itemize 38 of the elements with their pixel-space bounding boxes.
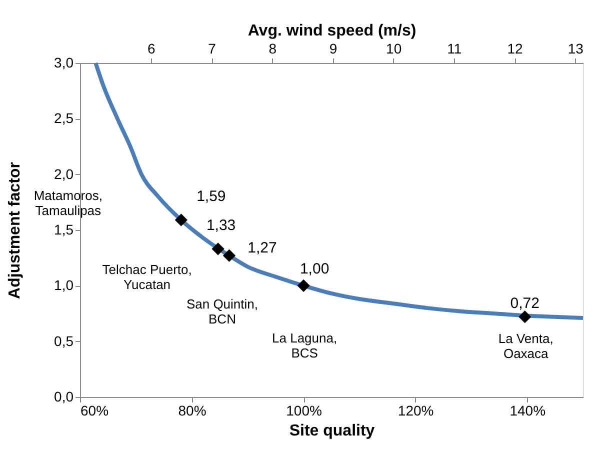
y-tick-label: 3,0 (54, 54, 74, 70)
y-tick-label: 1,5 (54, 222, 74, 238)
point (174, 214, 188, 226)
y-tick-label: 2,0 (54, 166, 74, 182)
annotation: San Quintin, BCN (186, 296, 258, 327)
x-tick-label: 140% (510, 402, 546, 418)
data-label: 0,72 (510, 294, 540, 312)
annotation: La Laguna, BCS (272, 330, 338, 361)
point (212, 242, 224, 256)
x2-tick-label: 8 (268, 40, 277, 56)
point (518, 310, 532, 324)
x-tick-label: 60% (80, 402, 109, 418)
annotation: Telchac Puerto, Yucatan (102, 262, 192, 292)
annotation: Matamoros, Tamaulipas (34, 188, 102, 218)
annotation: La Venta, Oaxaca (498, 330, 554, 361)
x-axis-title: Site quality (289, 422, 375, 440)
x-tick-label: 100% (286, 402, 322, 418)
point (222, 249, 236, 262)
x2-tick-label: 7 (208, 40, 216, 56)
x2-tick-label: 9 (329, 40, 338, 56)
x-tick-label: 80% (178, 402, 206, 418)
data-label: 1,00 (300, 260, 330, 278)
x2-tick-label: 6 (148, 40, 156, 56)
x2-tick-label: 11 (447, 40, 462, 56)
point (297, 279, 310, 292)
y-tick-label: 1,0 (54, 277, 74, 294)
y-tick-label: 0,5 (54, 332, 74, 349)
data-label: 1,27 (248, 240, 277, 257)
x-tick-label: 120% (398, 402, 434, 418)
x2-tick-label: 12 (507, 40, 524, 56)
y-axis-title: Adjustment factor (6, 162, 24, 299)
y-tick-label: 0,0 (54, 388, 74, 404)
y-tick-label: 2,5 (54, 110, 74, 126)
data-label: 1,59 (196, 188, 226, 205)
x2-tick-label: 10 (386, 40, 402, 56)
data-label: 1,33 (206, 216, 236, 234)
x2-axis-title: Avg. wind speed (m/s) (248, 22, 416, 40)
x2-tick-label: 13 (568, 40, 584, 56)
